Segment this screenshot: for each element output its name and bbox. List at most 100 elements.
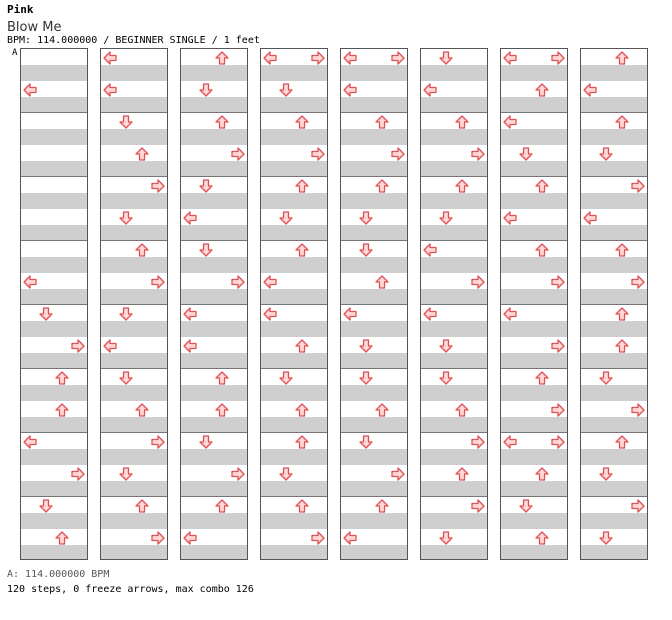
measure-line <box>101 176 167 177</box>
beat-stripe <box>341 545 407 559</box>
beat-stripe <box>181 449 247 465</box>
arrow-right-icon <box>71 338 85 353</box>
arrow-down-icon <box>359 338 373 353</box>
beat-stripe <box>581 385 647 401</box>
measure-line <box>21 432 87 433</box>
arrow-right-icon <box>551 402 565 417</box>
arrow-down-icon <box>199 178 213 193</box>
arrow-down-icon <box>439 370 453 385</box>
arrow-right-icon <box>471 498 485 513</box>
arrow-right-icon <box>311 530 325 545</box>
beat-stripe <box>581 545 647 559</box>
beat-stripe <box>181 225 247 241</box>
arrow-left-icon <box>423 306 437 321</box>
beat-stripe <box>581 321 647 337</box>
beat-stripe <box>501 481 567 497</box>
beat-stripe <box>21 481 87 497</box>
arrow-right-icon <box>391 146 405 161</box>
arrow-right-icon <box>631 402 645 417</box>
measure-line <box>181 112 247 113</box>
beat-stripe <box>501 65 567 81</box>
measure-line <box>581 176 647 177</box>
arrow-left-icon <box>103 338 117 353</box>
arrow-down-icon <box>439 530 453 545</box>
beat-stripe <box>581 257 647 273</box>
arrow-up-icon <box>295 402 309 417</box>
beat-stripe <box>21 129 87 145</box>
beat-stripe <box>261 417 327 433</box>
beat-stripe <box>341 289 407 305</box>
beat-stripe <box>261 321 327 337</box>
arrow-left-icon <box>343 530 357 545</box>
beat-stripe <box>101 353 167 369</box>
beat-stripe <box>101 321 167 337</box>
arrow-up-icon <box>375 178 389 193</box>
beat-stripe <box>101 97 167 113</box>
arrow-up-icon <box>375 114 389 129</box>
beat-stripe <box>101 225 167 241</box>
beat-stripe <box>581 353 647 369</box>
measure-line <box>341 176 407 177</box>
beat-stripe <box>581 289 647 305</box>
measure-line <box>261 432 327 433</box>
beat-stripe <box>501 97 567 113</box>
arrow-left-icon <box>183 306 197 321</box>
arrow-down-icon <box>439 338 453 353</box>
arrow-down-icon <box>119 466 133 481</box>
beat-stripe <box>21 449 87 465</box>
arrow-right-icon <box>471 146 485 161</box>
measure-line <box>101 496 167 497</box>
beat-stripe <box>341 65 407 81</box>
measure-line <box>261 304 327 305</box>
beat-stripe <box>21 97 87 113</box>
arrow-down-icon <box>39 498 53 513</box>
measure-line <box>21 176 87 177</box>
beat-stripe <box>261 449 327 465</box>
beat-stripe <box>261 353 327 369</box>
arrow-right-icon <box>391 50 405 65</box>
arrow-up-icon <box>375 274 389 289</box>
beat-stripe <box>501 161 567 177</box>
beat-stripe <box>101 65 167 81</box>
beat-stripe <box>341 353 407 369</box>
beat-stripe <box>421 545 487 559</box>
bpm-summary: A: 114.000000 BPM <box>7 569 110 580</box>
arrow-left-icon <box>23 434 37 449</box>
measure-line <box>421 112 487 113</box>
arrow-left-icon <box>343 306 357 321</box>
arrow-up-icon <box>535 530 549 545</box>
arrow-right-icon <box>151 178 165 193</box>
beat-stripe <box>181 321 247 337</box>
measure-line <box>501 304 567 305</box>
measure-line <box>21 240 87 241</box>
beat-stripe <box>181 257 247 273</box>
arrow-up-icon <box>295 498 309 513</box>
arrow-left-icon <box>23 82 37 97</box>
beat-stripe <box>341 225 407 241</box>
beat-stripe <box>421 353 487 369</box>
measure-line <box>421 368 487 369</box>
beat-stripe <box>101 129 167 145</box>
arrow-up-icon <box>615 434 629 449</box>
beat-stripe <box>421 417 487 433</box>
arrow-down-icon <box>599 146 613 161</box>
beat-stripe <box>421 513 487 529</box>
arrow-down-icon <box>599 466 613 481</box>
beat-stripe <box>181 161 247 177</box>
arrow-right-icon <box>391 466 405 481</box>
arrow-down-icon <box>599 370 613 385</box>
chart-column <box>20 48 88 560</box>
beat-stripe <box>21 193 87 209</box>
beat-stripe <box>261 193 327 209</box>
beat-stripe <box>341 417 407 433</box>
beat-stripe <box>421 385 487 401</box>
arrow-left-icon <box>103 50 117 65</box>
beat-stripe <box>421 193 487 209</box>
arrow-up-icon <box>455 402 469 417</box>
beat-stripe <box>181 97 247 113</box>
measure-line <box>181 432 247 433</box>
arrow-left-icon <box>343 50 357 65</box>
beat-stripe <box>21 257 87 273</box>
beat-stripe <box>341 161 407 177</box>
beat-stripe <box>501 385 567 401</box>
